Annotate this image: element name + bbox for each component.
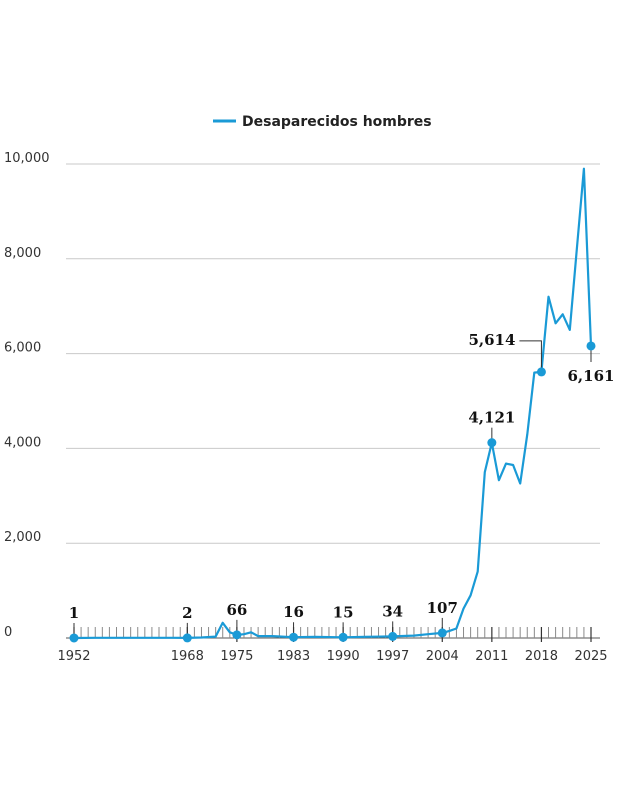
data-label: 4,121 [468,409,515,427]
x-tick-label: 1997 [376,649,409,664]
y-tick-label: 10,000 [4,151,50,166]
data-point-marker [232,630,242,640]
y-axis: 0 2,000 4,000 6,000 8,000 10,000 [4,151,50,640]
data-label: 15 [333,603,354,621]
series-layer [73,167,593,640]
data-point-marker [69,633,79,643]
data-label: 16 [283,603,304,621]
x-axis: 1952 1968 1975 1983 1990 1997 2004 2011 2018 2025 [57,627,608,664]
leader-line [519,340,542,369]
x-tick-label: 1975 [220,649,253,664]
x-tick-label: 2025 [574,649,607,664]
y-tick-label: 0 [4,625,12,640]
grid [66,163,600,544]
data-point-marker [182,633,192,643]
x-tick-label: 2011 [475,649,508,664]
y-tick-label: 6,000 [4,341,41,356]
data-label: 1 [69,604,79,622]
annotations-layer: 1 2 66 16 15 34 107 4,121 5,614 6,161 [69,331,615,643]
y-tick-label: 2,000 [4,530,41,545]
x-tick-label: 1990 [327,649,360,664]
y-tick-label: 8,000 [4,246,41,261]
data-point-marker [536,367,546,377]
x-tick-label: 1983 [277,649,310,664]
data-label: 107 [427,599,458,617]
x-tick-label: 2018 [525,649,558,664]
y-tick-label: 4,000 [4,435,41,450]
x-tick-label: 1952 [57,649,90,664]
legend-label: Desaparecidos hombres [242,114,432,130]
series-line [73,167,593,640]
x-tick-label: 2004 [426,649,459,664]
data-label: 66 [226,601,247,619]
data-point-marker [586,341,596,351]
x-tick-label: 1968 [171,649,204,664]
data-label: 2 [182,604,192,622]
data-point-marker [437,628,447,638]
data-label: 5,614 [468,331,515,349]
data-point-marker [388,631,398,641]
data-point-marker [289,632,299,642]
data-point-marker [338,632,348,642]
legend: Desaparecidos hombres [213,114,432,130]
data-label: 6,161 [568,367,615,385]
data-label: 34 [382,602,403,620]
data-point-marker [487,438,497,448]
